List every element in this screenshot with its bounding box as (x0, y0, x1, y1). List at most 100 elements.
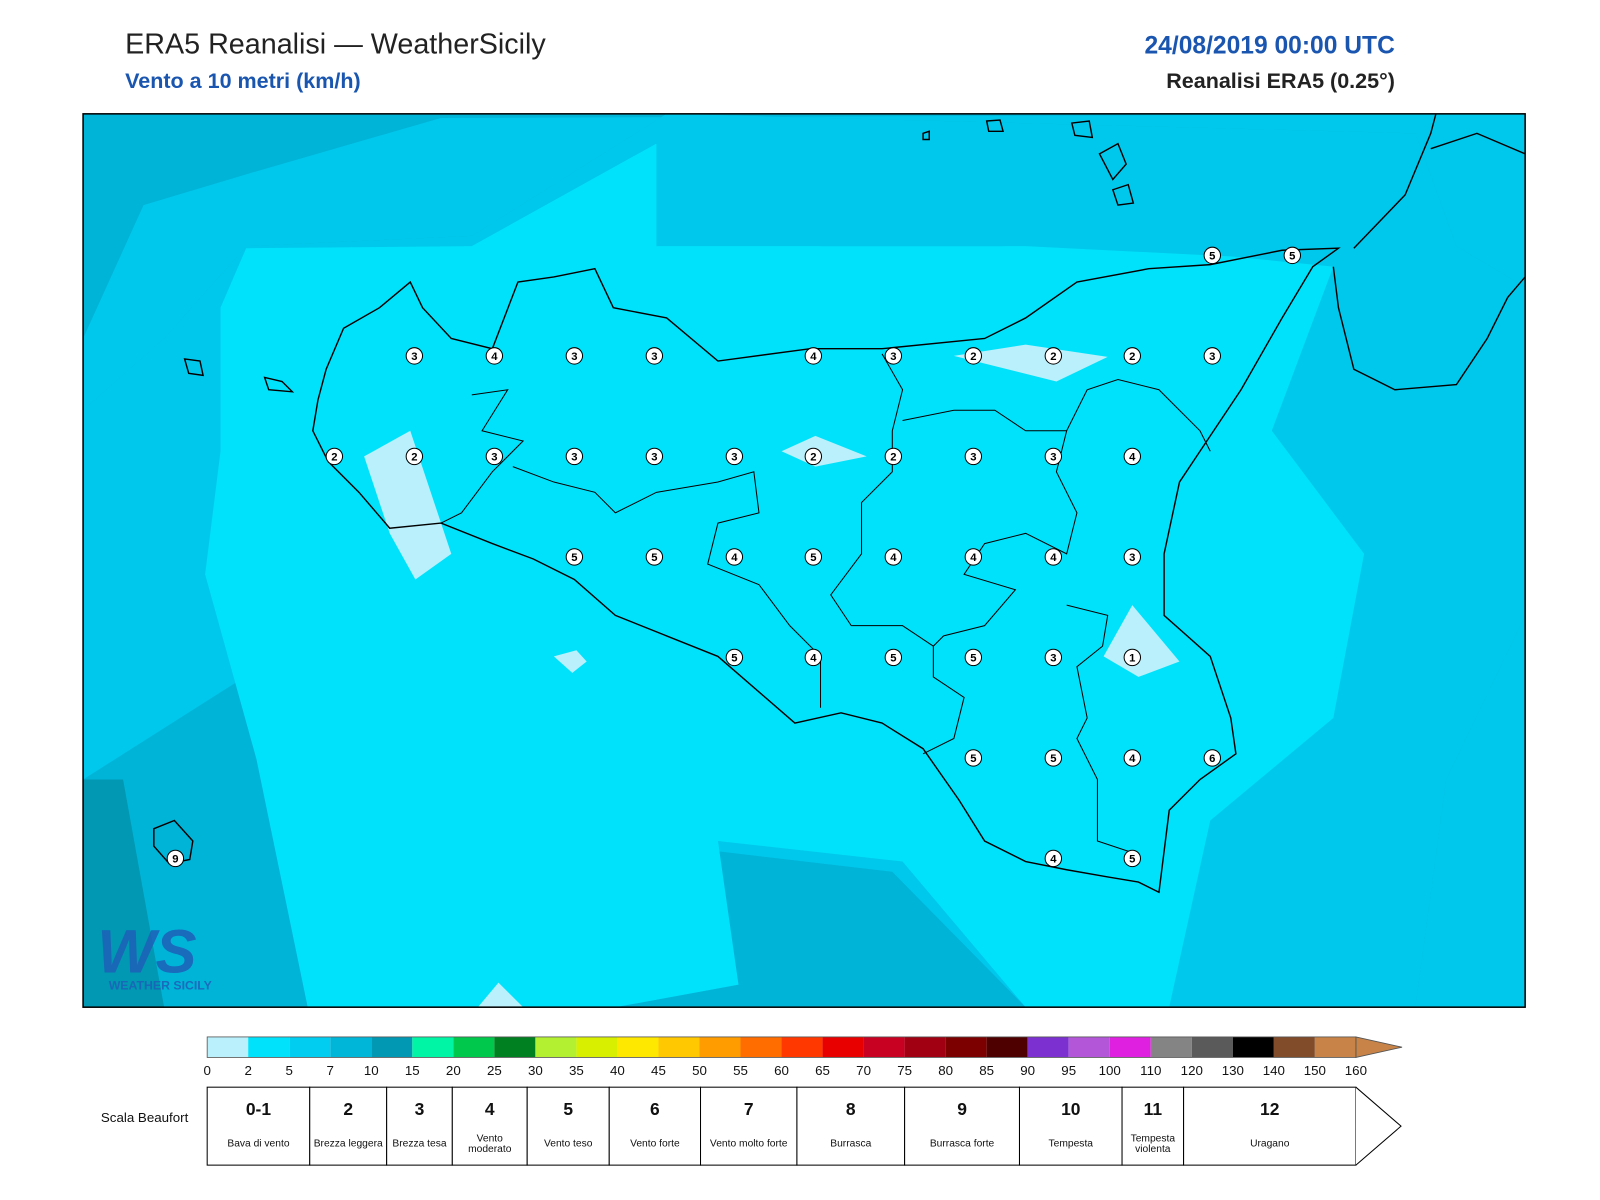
station-marker (964, 648, 983, 667)
colorbar-segment (740, 1036, 782, 1058)
beaufort-label: Uragano (1250, 1138, 1290, 1150)
beaufort-box (526, 1086, 610, 1166)
beaufort-label-box: Uragano (1250, 1138, 1290, 1150)
beaufort-label: Vento molto forte (709, 1138, 788, 1150)
colorbar-segment (781, 1036, 823, 1058)
colorbar-tick-label: 65 (815, 1063, 830, 1078)
beaufort-force: 3 (415, 1099, 425, 1119)
station-value: 5 (970, 653, 976, 665)
colorbar-extension (1355, 1036, 1403, 1058)
colorbar-tick-label: 50 (692, 1063, 707, 1078)
colorbar-tick-label: 40 (610, 1063, 625, 1078)
station-value: 1 (1129, 653, 1135, 665)
station-marker (1123, 749, 1142, 767)
contour-5-7 (83, 113, 1526, 1008)
station-value: 3 (571, 452, 577, 464)
station-marker (645, 447, 664, 466)
beaufort-label-box: Tempesta (1048, 1138, 1093, 1150)
station-marker (964, 548, 983, 566)
station-value: 3 (491, 452, 497, 464)
colorbar-tick-label: 110 (1140, 1063, 1161, 1078)
colorbar-segment (330, 1036, 372, 1058)
colorbar-segment (1109, 1036, 1151, 1058)
station-value: 3 (651, 351, 657, 363)
beaufort-label: Vento moderato (468, 1133, 512, 1155)
beaufort-label: Tempesta (1048, 1138, 1093, 1150)
colorbar-tick-label: 15 (405, 1063, 420, 1078)
beaufort-label-box: Brezza tesa (392, 1139, 446, 1149)
colorbar-segment (1191, 1036, 1233, 1058)
map-frame (82, 113, 1526, 1008)
station-marker (964, 749, 983, 767)
station-marker (804, 347, 823, 365)
station-value: 5 (1209, 250, 1215, 262)
station-value: 4 (1050, 854, 1057, 866)
station-marker (405, 447, 424, 466)
station-value: 3 (970, 452, 976, 464)
station-value: 3 (1050, 452, 1056, 464)
station-value: 5 (970, 753, 976, 765)
station-value: 3 (890, 351, 896, 363)
beaufort-scale: Scala Beaufort 0-1 Bava di vento 2 Brezza l… (101, 1086, 1402, 1166)
station-marker (804, 548, 823, 566)
station-value: 4 (1050, 552, 1057, 564)
province-borders (440, 353, 1211, 852)
colorbar-segment (617, 1036, 659, 1058)
colorbar-tick-label: 60 (774, 1063, 789, 1078)
subtitle: Vento a 10 metri (km/h) (125, 69, 361, 93)
colorbar-tick-label: 160 (1345, 1063, 1367, 1078)
colorbar-tick-label: 130 (1222, 1063, 1244, 1078)
contour-10-15 (83, 779, 165, 1008)
station-value: 2 (1129, 351, 1135, 363)
beaufort-force: 2 (343, 1099, 353, 1119)
beaufort-force: 11 (1144, 1099, 1163, 1119)
beaufort-force: 8 (846, 1099, 856, 1119)
colorbar-segment (1314, 1036, 1356, 1058)
station-marker (485, 447, 504, 466)
station-marker (565, 347, 584, 365)
colorbar-tick-label: 45 (651, 1063, 666, 1078)
station-value: 3 (571, 351, 577, 363)
beaufort-label: Vento teso (543, 1138, 593, 1150)
station-value: 4 (810, 653, 817, 665)
station-marker (1123, 447, 1142, 466)
beaufort-label: Burrasca (830, 1138, 872, 1150)
colorbar-segment (535, 1036, 577, 1058)
beaufort-label-box: Brezza leggera (313, 1138, 383, 1150)
station-marker (725, 548, 744, 566)
station-value: 5 (810, 552, 816, 564)
beaufort-title: Scala Beaufort (101, 1110, 189, 1125)
colorbar-tick-label: 120 (1181, 1063, 1203, 1078)
station-marker (725, 447, 744, 466)
station-value: 2 (411, 452, 417, 464)
station-marker (1283, 246, 1302, 265)
station-value: 4 (890, 552, 897, 564)
station-marker (166, 849, 185, 868)
colorbar: 0 2 5 7 10 15 20 25 30 35 40 45 50 55 60 65 70 75 80 85 90 95… (203, 1036, 1403, 1078)
logo-mark: WS (97, 917, 196, 986)
source: Reanalisi ERA5 (0.25°) (1166, 69, 1395, 93)
beaufort-label: Brezza leggera (313, 1138, 383, 1150)
colorbar-tick-label: 0 (203, 1063, 210, 1078)
colorbar-tick-label: 100 (1099, 1063, 1121, 1078)
beaufort-label-box: Burrasca (830, 1138, 872, 1150)
beaufort-force: 4 (485, 1099, 495, 1119)
station-marker (1123, 648, 1142, 667)
station-value: 5 (651, 552, 657, 564)
colorbar-segment (289, 1036, 331, 1058)
coastline (153, 113, 1526, 894)
colorbar-segment (699, 1036, 741, 1058)
beaufort-force: 9 (957, 1099, 967, 1119)
station-value: 4 (731, 552, 738, 564)
beaufort-label-box: Bava di vento (227, 1138, 290, 1150)
station-marker (884, 648, 903, 667)
beaufort-label: Bava di vento (227, 1138, 290, 1150)
contour-0-2 (364, 430, 452, 580)
beaufort-box (1183, 1086, 1357, 1166)
colorbar-tick-label: 150 (1304, 1063, 1326, 1078)
stations: 5 5 3 4 3 3 4 3 2 2 2 3 2 2 3 3 3 3 2 2 3 3 4 5 5 4 5 4 4 4 3 5 4 5 5 3 1 5 5 4… (166, 246, 1302, 868)
station-marker (1203, 347, 1222, 365)
contour-0-2 (953, 344, 1108, 382)
beaufort-label-box: Vento moderato (468, 1133, 512, 1155)
